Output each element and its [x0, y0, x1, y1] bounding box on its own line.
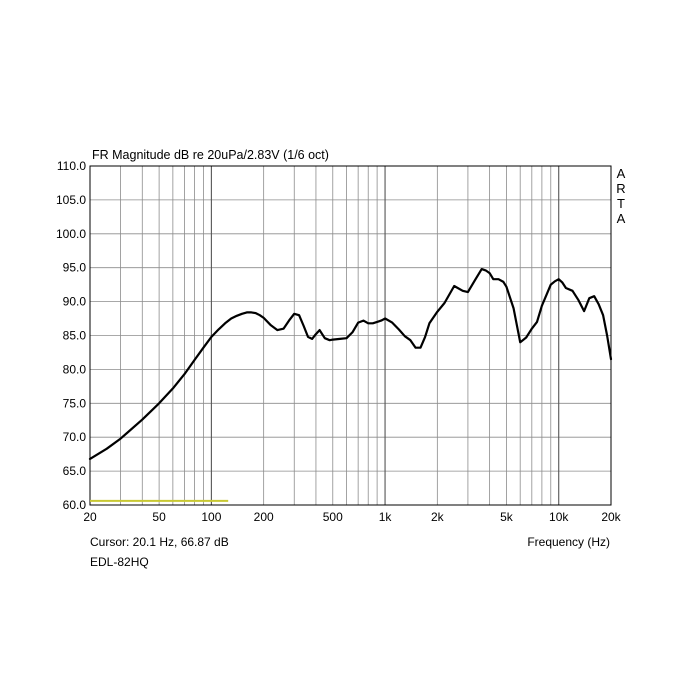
y-tick-label: 70.0 [63, 430, 87, 444]
y-tick-label: 65.0 [63, 464, 87, 478]
y-tick-label: 75.0 [63, 396, 87, 410]
y-tick-label: 80.0 [63, 362, 87, 376]
plot-frame [89, 165, 612, 506]
x-tick-label: 5k [500, 510, 514, 524]
y-tick-label: 85.0 [63, 329, 87, 343]
x-tick-label: 1k [379, 510, 393, 524]
y-tick-label: 105.0 [56, 193, 86, 207]
y-tick-label: 90.0 [63, 295, 87, 309]
y-tick-label: 95.0 [63, 261, 87, 275]
cursor-readout: Cursor: 20.1 Hz, 66.87 dB [90, 535, 229, 549]
response-curve [88, 268, 613, 460]
x-tick-label: 10k [549, 510, 569, 524]
x-axis-tick-labels: 20 50 100 200 500 1k 2k 5k 10k 20k [83, 510, 621, 524]
device-label: EDL-82HQ [90, 555, 149, 569]
x-axis-label: Frequency (Hz) [527, 535, 610, 549]
y-axis-tick-labels: 110.0 105.0 100.0 95.0 90.0 85.0 80.0 75.0 70.0 6… [56, 159, 86, 512]
x-tick-label: 100 [201, 510, 221, 524]
y-tick-label: 100.0 [56, 227, 86, 241]
x-tick-label: 2k [431, 510, 445, 524]
x-tick-label: 20k [601, 510, 621, 524]
y-tick-label: 110.0 [57, 159, 86, 173]
x-tick-label: 500 [323, 510, 343, 524]
chart-title: FR Magnitude dB re 20uPa/2.83V (1/6 oct) [92, 148, 329, 162]
y-tick-label: 60.0 [63, 498, 87, 512]
x-tick-label: 50 [152, 510, 166, 524]
x-tick-label: 20 [83, 510, 97, 524]
x-tick-label: 200 [254, 510, 274, 524]
